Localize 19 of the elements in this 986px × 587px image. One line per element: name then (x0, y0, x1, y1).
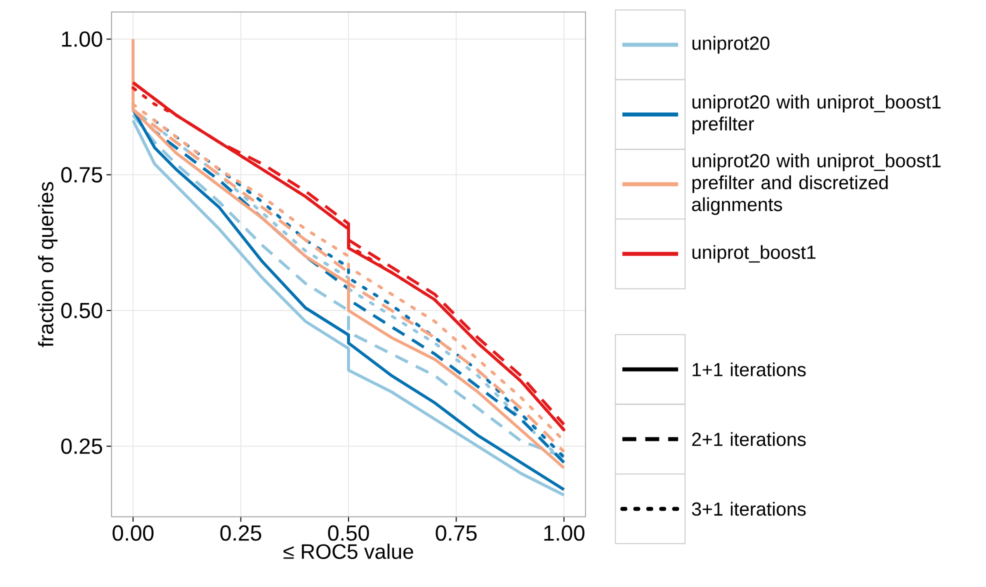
legend-label: uniprot20 (692, 36, 770, 54)
y-tick-label: 1.00 (62, 32, 102, 48)
x-tick-label: 0.25 (220, 526, 262, 542)
legend-label: uniprot_boost1 (692, 245, 816, 263)
x-tick-label: 0.50 (328, 526, 369, 542)
legend-label: uniprot20 with uniprot_boost1 prefilter and discretized alignments (692, 154, 941, 216)
y-tick-label: 0.75 (61, 167, 102, 183)
y-tick-label: 0.50 (61, 303, 102, 319)
y-axis-title: fraction of queries (38, 182, 58, 348)
legend-label: uniprot20 with uniprot_boost1 prefilter (692, 94, 941, 135)
x-axis-title: ≤ ROC5 value (284, 544, 414, 560)
legend-label: 3+1 iterations (692, 502, 806, 516)
x-tick-label: 0.00 (112, 526, 154, 542)
line-series (132, 38, 566, 470)
legend-label: 2+1 iterations (692, 432, 806, 446)
legend-label: 1+1 iterations (692, 362, 806, 377)
y-tick-label: 0.25 (61, 438, 102, 454)
x-tick-label: 0.75 (436, 526, 477, 542)
x-tick-label: 1.00 (544, 526, 584, 542)
